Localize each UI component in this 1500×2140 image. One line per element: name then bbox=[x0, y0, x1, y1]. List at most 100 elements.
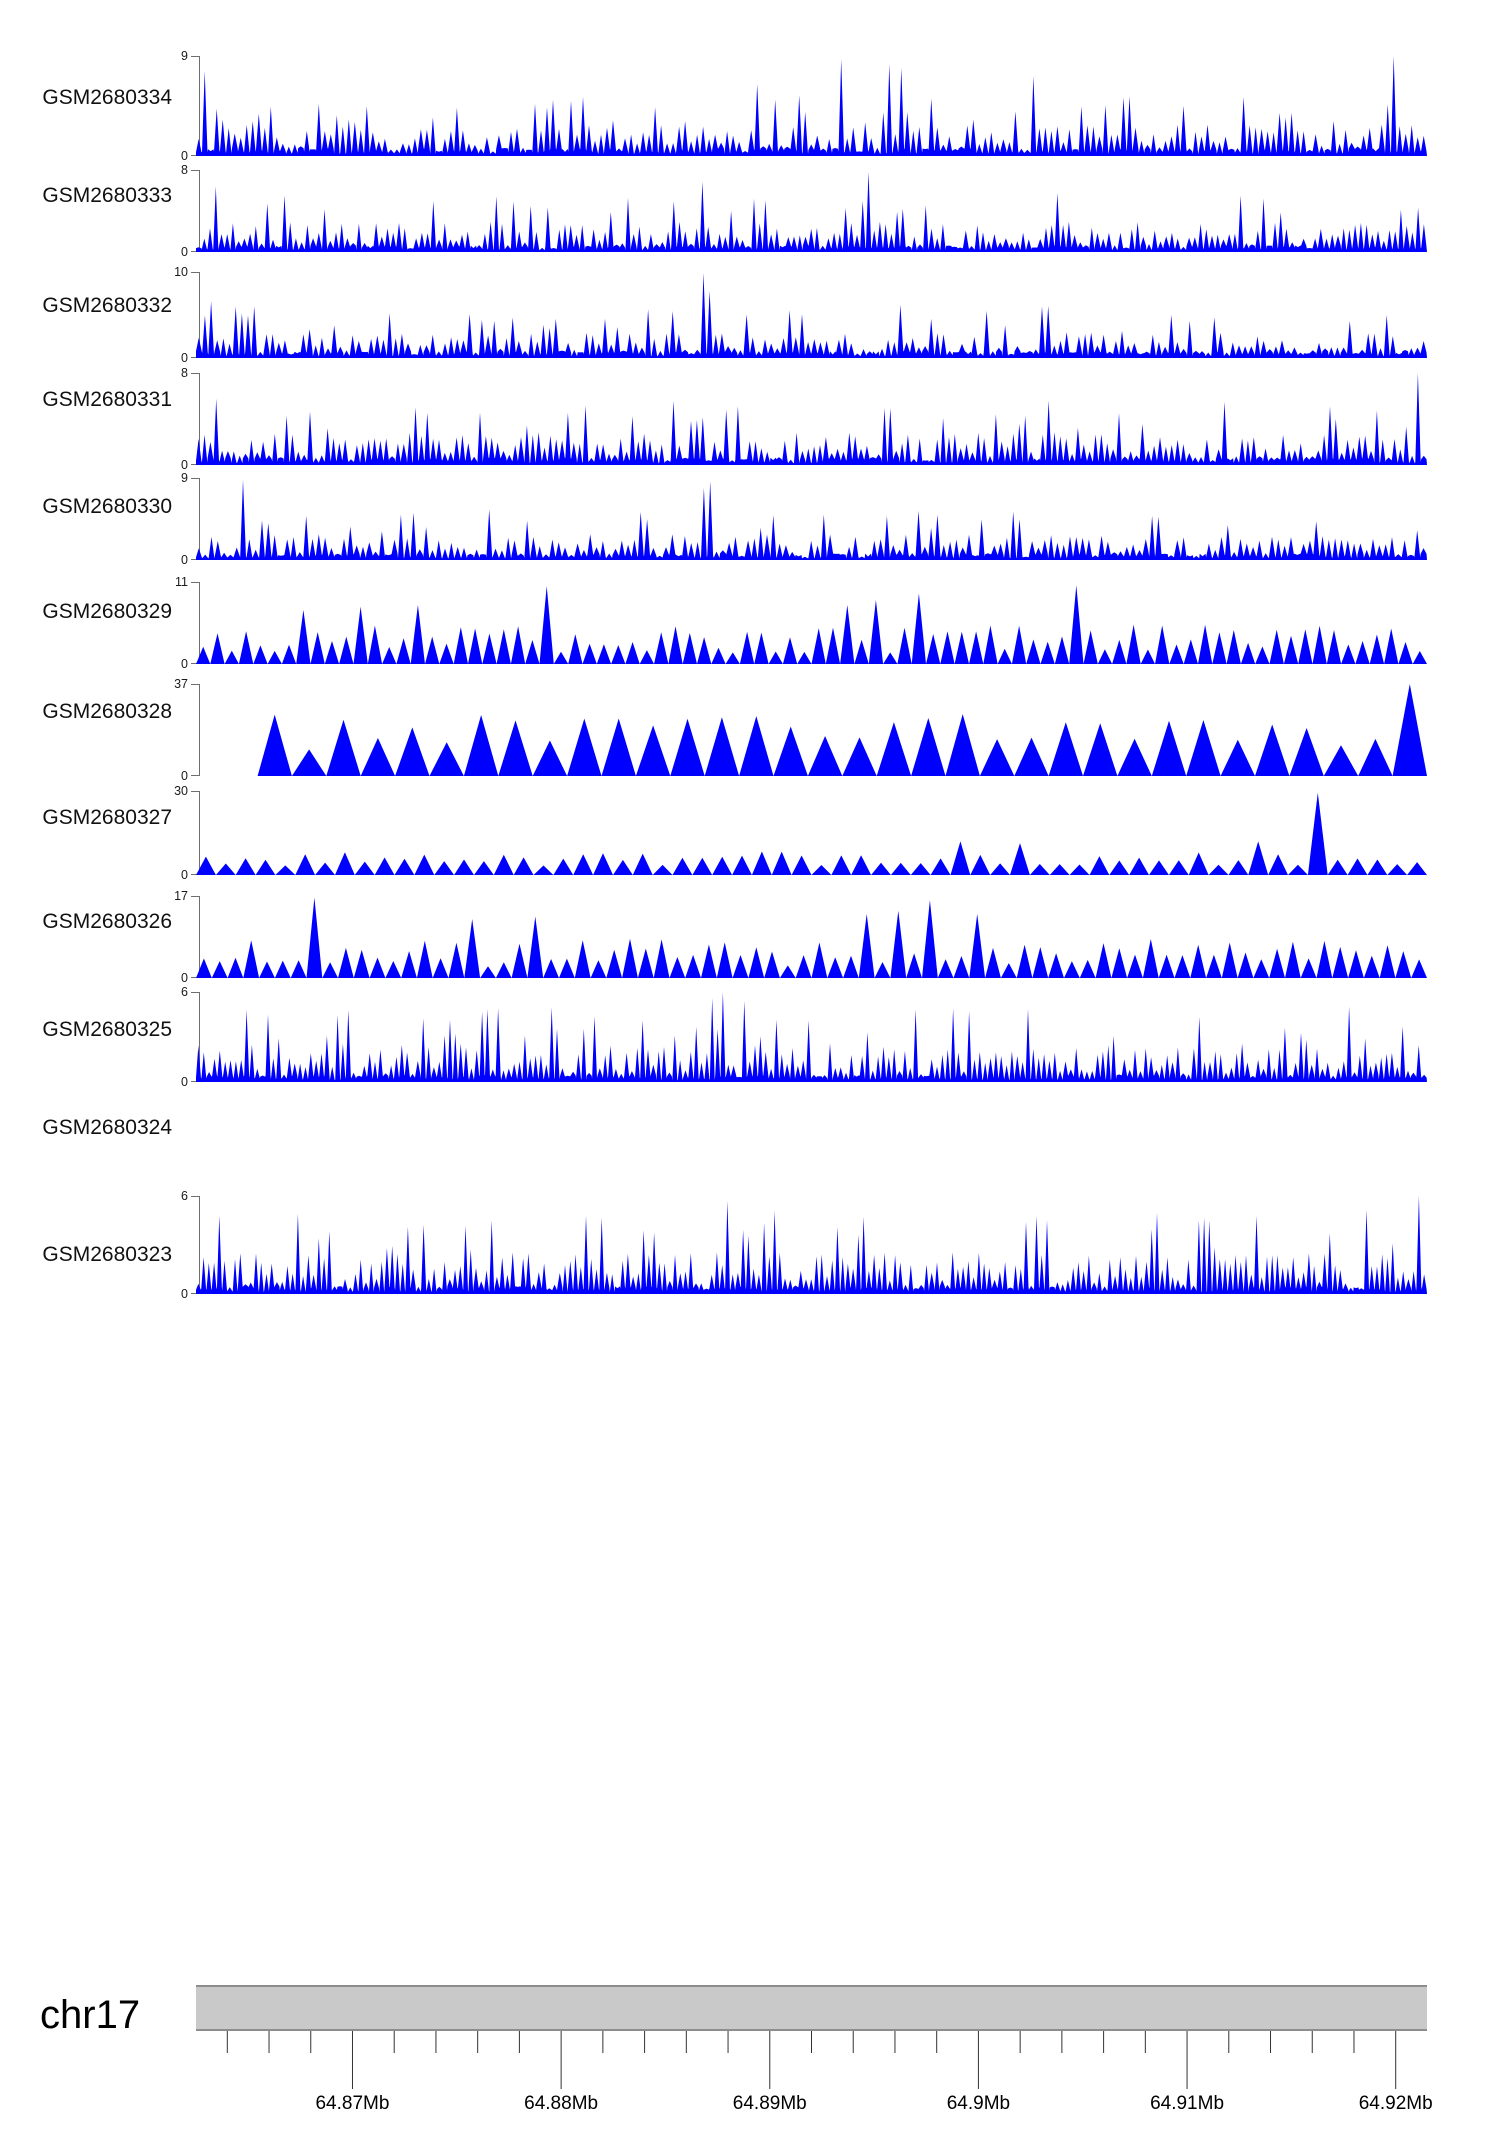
coverage-area bbox=[196, 792, 1427, 875]
track-label-gsm2680330: GSM2680330 bbox=[42, 495, 172, 518]
y-axis: 37 0 bbox=[174, 678, 200, 782]
y-axis-min-label: 0 bbox=[181, 552, 188, 567]
y-axis-max-label: 6 bbox=[181, 1189, 188, 1203]
y-axis-bottom-cap bbox=[191, 251, 200, 252]
coverage-area bbox=[196, 1196, 1427, 1294]
y-axis-line bbox=[199, 1196, 200, 1294]
y-axis-line bbox=[199, 478, 200, 560]
coverage-area bbox=[196, 585, 1427, 664]
y-axis-min-label: 0 bbox=[181, 350, 188, 365]
y-axis-line bbox=[199, 684, 200, 776]
y-axis-min-label: 0 bbox=[181, 1074, 188, 1089]
y-axis-line bbox=[199, 791, 200, 875]
coverage-plot-gsm2680325[interactable] bbox=[196, 992, 1427, 1082]
track-label-gsm2680329: GSM2680329 bbox=[42, 600, 172, 623]
y-axis-line bbox=[199, 582, 200, 664]
track-row[interactable]: GSM2680331 8 0 bbox=[0, 367, 1500, 471]
y-axis-top-cap bbox=[191, 272, 200, 273]
y-axis-top-cap bbox=[191, 170, 200, 171]
y-axis-top-cap bbox=[191, 896, 200, 897]
track-row[interactable]: GSM2680333 8 0 bbox=[0, 164, 1500, 258]
y-axis-bottom-cap bbox=[191, 357, 200, 358]
y-axis-max-label: 37 bbox=[174, 677, 188, 691]
ruler-tick-label: 64.89Mb bbox=[732, 2093, 807, 2114]
y-axis-bottom-cap bbox=[191, 464, 200, 465]
track-row[interactable]: GSM2680323 6 0 bbox=[0, 1190, 1500, 1300]
y-axis-min-label: 0 bbox=[181, 970, 188, 985]
coverage-plot-gsm2680327[interactable] bbox=[196, 791, 1427, 875]
track-label-gsm2680334: GSM2680334 bbox=[42, 86, 172, 109]
track-label-gsm2680324: GSM2680324 bbox=[42, 1116, 172, 1139]
coverage-area bbox=[196, 272, 1427, 358]
y-axis: 11 0 bbox=[175, 576, 200, 670]
coverage-plot-gsm2680323[interactable] bbox=[196, 1196, 1427, 1294]
y-axis-max-label: 6 bbox=[181, 985, 188, 999]
coverage-plot-gsm2680326[interactable] bbox=[196, 896, 1427, 978]
track-row[interactable]: GSM2680330 9 0 bbox=[0, 472, 1500, 570]
y-axis-max-label: 11 bbox=[175, 575, 188, 589]
ruler-tick-label: 64.91Mb bbox=[1150, 2093, 1225, 2114]
y-axis-bottom-cap bbox=[191, 775, 200, 776]
y-axis-max-label: 8 bbox=[181, 366, 188, 380]
y-axis-line bbox=[199, 373, 200, 465]
coverage-plot-gsm2680332[interactable] bbox=[196, 272, 1427, 358]
track-label-gsm2680326: GSM2680326 bbox=[42, 910, 172, 933]
track-label-gsm2680333: GSM2680333 bbox=[42, 184, 172, 207]
y-axis-bottom-cap bbox=[191, 874, 200, 875]
ruler-tick-label: 64.88Mb bbox=[524, 2093, 599, 2114]
y-axis-bottom-cap bbox=[191, 977, 200, 978]
y-axis: 10 0 bbox=[174, 266, 200, 364]
y-axis-top-cap bbox=[191, 684, 200, 685]
y-axis-top-cap bbox=[191, 478, 200, 479]
track-label-gsm2680325: GSM2680325 bbox=[42, 1018, 172, 1041]
y-axis-min-label: 0 bbox=[181, 148, 188, 163]
y-axis-top-cap bbox=[191, 582, 200, 583]
coverage-plot-gsm2680331[interactable] bbox=[196, 373, 1427, 465]
chromosome-ideogram-bar[interactable] bbox=[196, 1985, 1427, 2031]
coverage-area bbox=[196, 992, 1427, 1082]
y-axis-min-label: 0 bbox=[181, 867, 188, 882]
y-axis-top-cap bbox=[191, 1196, 200, 1197]
y-axis-line bbox=[199, 170, 200, 252]
y-axis-line bbox=[199, 272, 200, 358]
coverage-area bbox=[196, 479, 1427, 560]
coverage-area bbox=[196, 373, 1427, 465]
track-row[interactable]: GSM2680329 11 0 bbox=[0, 576, 1500, 671]
coverage-plot-gsm2680330[interactable] bbox=[196, 478, 1427, 560]
track-row[interactable]: GSM2680325 6 0 bbox=[0, 986, 1500, 1088]
y-axis-top-cap bbox=[191, 373, 200, 374]
y-axis-top-cap bbox=[191, 56, 200, 57]
coverage-plot-gsm2680334[interactable] bbox=[196, 56, 1427, 156]
coverage-area bbox=[257, 684, 1427, 776]
ruler-tick-label: 64.92Mb bbox=[1358, 2093, 1433, 2114]
track-row[interactable]: GSM2680327 30 0 bbox=[0, 785, 1500, 884]
track-label-gsm2680328: GSM2680328 bbox=[42, 700, 172, 723]
y-axis: 17 0 bbox=[174, 890, 200, 984]
coverage-plot-gsm2680329[interactable] bbox=[196, 582, 1427, 664]
track-row[interactable]: GSM2680332 10 0 bbox=[0, 265, 1500, 364]
coverage-plot-gsm2680333[interactable] bbox=[196, 170, 1427, 252]
y-axis-max-label: 9 bbox=[181, 49, 188, 63]
genomic-ruler bbox=[196, 2031, 1427, 2136]
ruler-tick-label: 64.9Mb bbox=[946, 2093, 1011, 2114]
y-axis-max-label: 8 bbox=[181, 163, 188, 177]
track-label-gsm2680323: GSM2680323 bbox=[42, 1243, 172, 1266]
coverage-plot-gsm2680328[interactable] bbox=[196, 684, 1427, 776]
track-row[interactable]: GSM2680328 37 0 bbox=[0, 678, 1500, 782]
ruler-tick-label: 64.87Mb bbox=[315, 2093, 390, 2114]
y-axis-line bbox=[199, 896, 200, 978]
track-row[interactable]: GSM2680334 9 0 bbox=[0, 50, 1500, 162]
y-axis-bottom-cap bbox=[191, 1293, 200, 1294]
track-row[interactable]: GSM2680324 bbox=[0, 1105, 1500, 1165]
y-axis-top-cap bbox=[191, 791, 200, 792]
track-row[interactable]: GSM2680326 17 0 bbox=[0, 890, 1500, 984]
y-axis-bottom-cap bbox=[191, 1081, 200, 1082]
y-axis: 30 0 bbox=[174, 785, 200, 881]
